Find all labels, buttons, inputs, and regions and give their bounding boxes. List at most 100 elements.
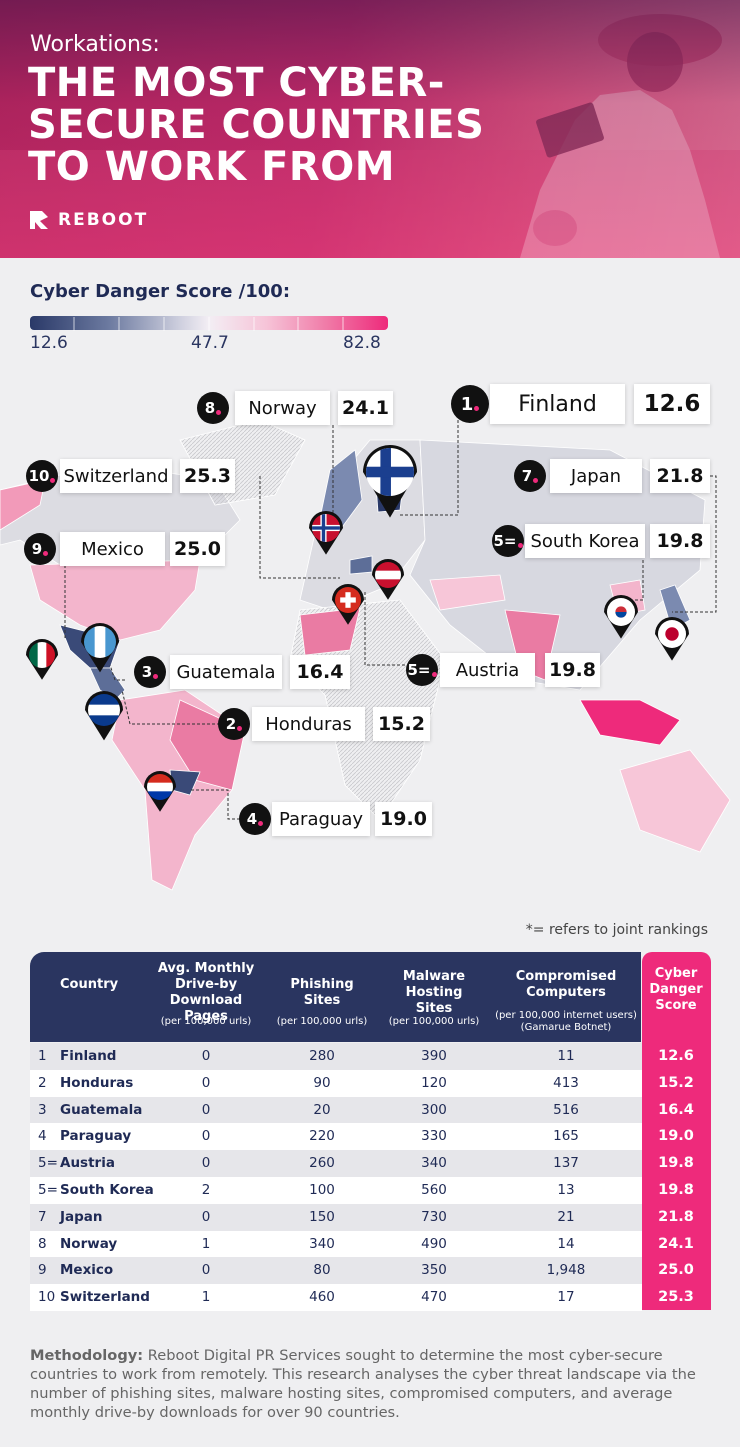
column-header: Compromised Computers <box>515 969 617 1000</box>
connector <box>121 689 220 725</box>
table-cell: Switzerland <box>60 1289 150 1306</box>
table-cell: Finland <box>60 1048 117 1064</box>
flag-part <box>88 704 120 716</box>
table-cell: 11 <box>557 1048 575 1064</box>
callout-name-box: Austria <box>440 653 535 687</box>
flag-part <box>665 627 679 641</box>
australia <box>619 749 731 853</box>
flag-part <box>147 782 173 792</box>
pin <box>604 595 638 639</box>
connector <box>259 476 340 579</box>
callout-score: 19.0 <box>375 802 432 836</box>
rank-text: 4 <box>246 810 258 828</box>
table-cell: 2 <box>201 1182 211 1198</box>
score-cell: 25.0 <box>658 1262 694 1279</box>
callout-score: 25.0 <box>170 532 225 566</box>
japan <box>659 584 691 631</box>
table-cell: 13 <box>557 1182 575 1198</box>
flag-part <box>29 642 39 668</box>
table-row <box>30 1230 642 1258</box>
flag-part <box>147 774 173 784</box>
brand: REBOOT <box>58 210 149 230</box>
table-row <box>30 1096 642 1124</box>
logo-shape <box>30 211 48 229</box>
rank-dot <box>431 671 437 677</box>
methodology-label: Methodology: <box>30 1347 144 1364</box>
legend-label: 12.6 <box>30 333 68 353</box>
middle-east <box>429 574 506 611</box>
callout-score: 16.4 <box>290 655 350 689</box>
title-line: SECURE COUNTRIES <box>28 102 485 148</box>
callout-name-box: Paraguay <box>272 802 370 836</box>
pin <box>26 639 58 680</box>
table-row <box>30 1043 642 1070</box>
table-cell: 9 <box>38 1262 47 1279</box>
kicker: Workations: <box>30 32 160 57</box>
column-note: (per 100,000 urls) <box>276 1016 368 1027</box>
flag-pins <box>26 445 689 812</box>
flag-part <box>147 791 173 800</box>
table-cell: 90 <box>313 1074 331 1091</box>
table-cell: 3 <box>38 1101 47 1118</box>
table-cell: 5= <box>38 1155 58 1172</box>
rank-dot <box>43 550 49 556</box>
pin <box>309 511 343 555</box>
score-cell: 19.8 <box>658 1182 694 1198</box>
callout-name-box: South Korea <box>525 524 645 558</box>
rank-text: 1 <box>460 393 474 415</box>
column-header: Malware Hosting Sites <box>402 969 466 1016</box>
column-header: Phishing Sites <box>290 977 354 1008</box>
flag-part <box>615 612 627 618</box>
table-row <box>30 1203 642 1231</box>
table-cell: Austria <box>60 1155 115 1172</box>
table-cell: 1,948 <box>546 1262 586 1279</box>
table-cell: 120 <box>421 1074 447 1091</box>
flag <box>312 514 340 542</box>
legend-title: Cyber Danger Score /100: <box>30 281 291 302</box>
title-line: THE MOST CYBER- <box>28 60 445 106</box>
callout-score: 19.8 <box>545 653 600 687</box>
table-row <box>30 1069 642 1097</box>
table-cell: 20 <box>313 1101 331 1118</box>
callout-rank: 8 <box>197 392 229 424</box>
score-cell: 25.3 <box>658 1289 694 1306</box>
header-shade <box>0 0 740 258</box>
table-cell: 490 <box>421 1235 447 1252</box>
table-cell: 1 <box>201 1289 211 1306</box>
callout-rank: 5= <box>406 654 438 686</box>
table-row <box>30 1284 642 1311</box>
connectors <box>64 420 717 820</box>
legend-label: 47.7 <box>191 333 229 353</box>
brand-logo <box>30 211 48 229</box>
table-cell: 17 <box>557 1289 575 1306</box>
callout-rank: 3 <box>134 656 166 688</box>
table-cell: 460 <box>309 1289 335 1306</box>
rank-text: 5= <box>493 532 517 550</box>
table-cell: 0 <box>201 1048 211 1064</box>
connector <box>672 475 717 613</box>
rank-text: 7 <box>521 467 533 485</box>
table-cell: 340 <box>421 1155 447 1172</box>
table-cell: 80 <box>313 1262 331 1279</box>
rank-dot <box>533 477 539 483</box>
table-cell: Japan <box>60 1208 103 1225</box>
flag-part <box>46 642 55 668</box>
score-cell: 12.6 <box>658 1048 694 1064</box>
flag-part <box>340 597 356 603</box>
score-cell: 19.0 <box>658 1128 694 1145</box>
pin <box>372 559 404 600</box>
table-row <box>30 1123 642 1151</box>
table-cell: Guatemala <box>60 1101 143 1118</box>
column-note: (per 100,000 internet users) (Gamarue Bo… <box>495 1010 637 1033</box>
indonesia <box>579 699 681 746</box>
table-cell: 1 <box>201 1235 211 1252</box>
table-header <box>30 952 641 1042</box>
table-cell: 150 <box>309 1208 335 1225</box>
table-cell: 8 <box>38 1235 47 1252</box>
connector <box>400 420 459 516</box>
flag-part <box>37 642 47 668</box>
callout-rank: 1 <box>451 385 489 423</box>
table-cell: 0 <box>201 1262 211 1279</box>
legend-gradient <box>30 316 388 331</box>
